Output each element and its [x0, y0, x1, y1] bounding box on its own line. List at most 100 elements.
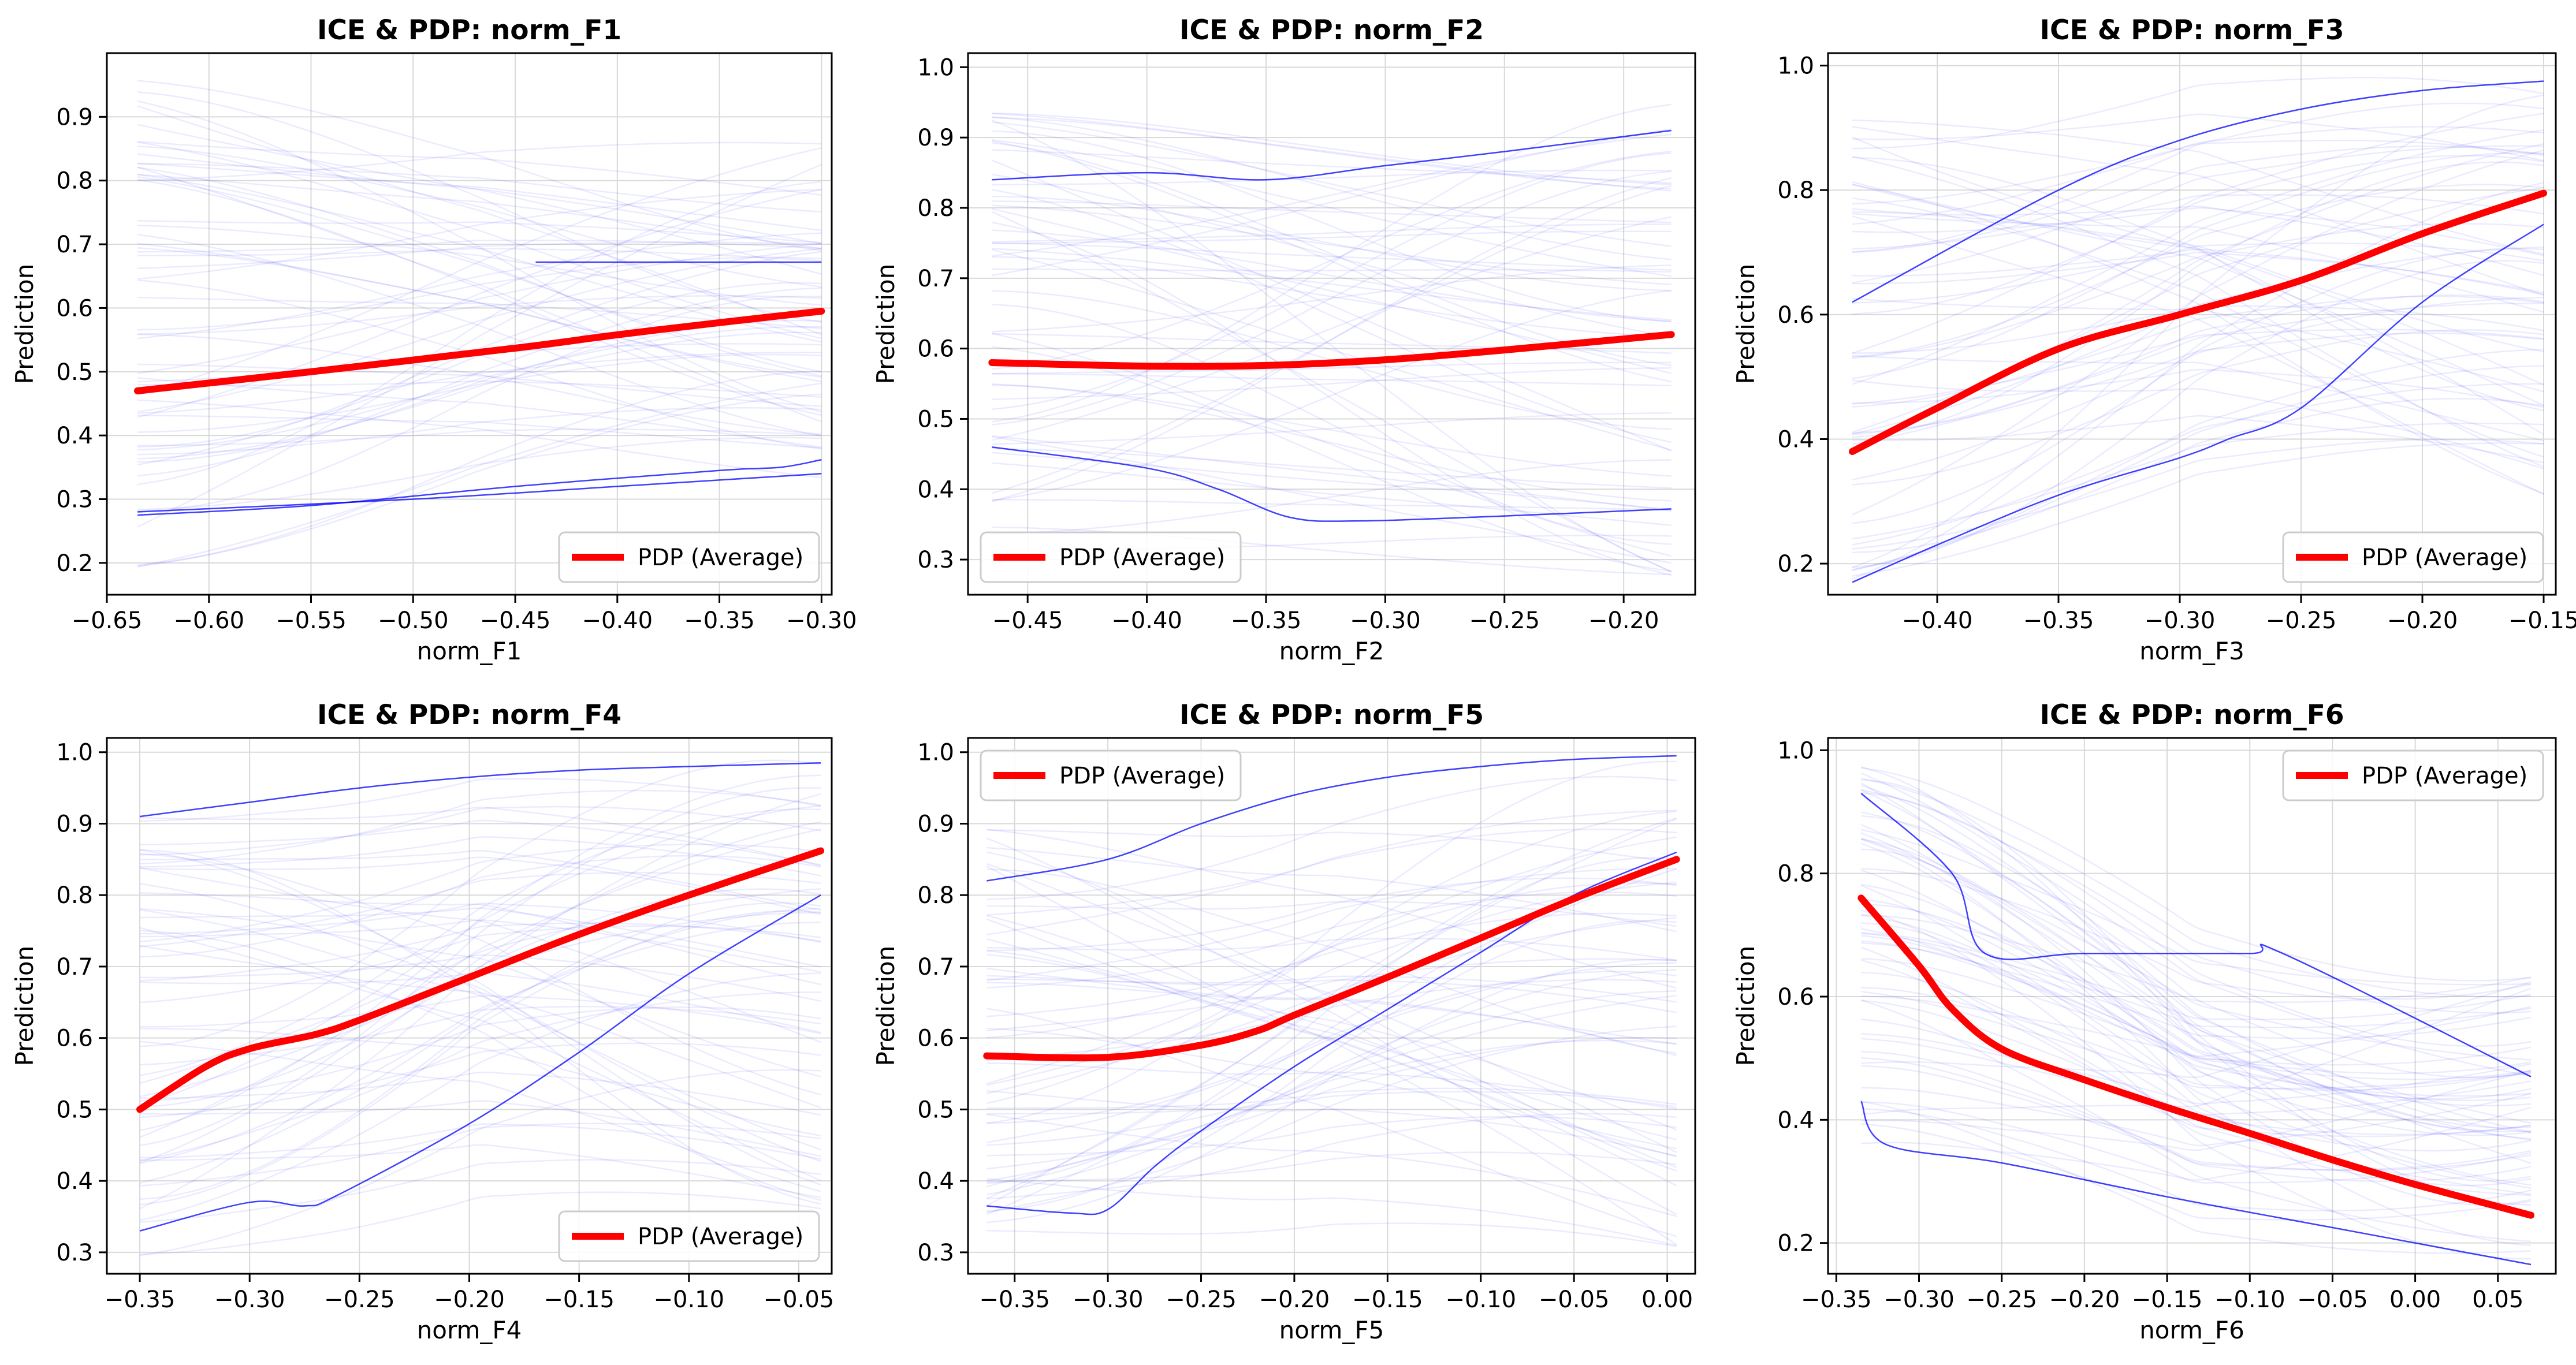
y-tick-label: 0.8	[1777, 861, 1814, 887]
x-tick-label: −0.55	[276, 607, 347, 634]
y-tick-label: 0.6	[56, 1025, 93, 1052]
ice-line	[137, 393, 822, 568]
ice-line	[992, 447, 1672, 489]
legend-label: PDP (Average)	[638, 1224, 803, 1250]
ice-line	[1860, 784, 2532, 1133]
ice-line	[1852, 329, 2544, 486]
grid	[968, 738, 1695, 1274]
ice-line	[139, 778, 821, 822]
ice-curves	[988, 103, 1675, 576]
ice-line	[1852, 223, 2544, 359]
ice-line	[137, 333, 822, 435]
x-tick-label: −0.20	[434, 1286, 505, 1313]
ice-line	[1852, 303, 2544, 445]
ice-line	[991, 211, 1672, 573]
ice-line	[139, 991, 821, 1162]
ice-line	[987, 950, 1677, 1158]
ice-line	[987, 975, 1677, 1013]
ice-line	[137, 248, 822, 413]
ice-line	[1861, 1050, 2532, 1182]
ice-line	[1852, 251, 2544, 293]
y-tick-label: 0.9	[917, 811, 954, 837]
ice-line	[139, 1123, 821, 1160]
y-tick-label: 0.9	[56, 104, 93, 130]
ice-line	[1861, 883, 2532, 1107]
y-tick-label: 0.8	[917, 195, 954, 222]
ice-line	[992, 498, 1672, 511]
ice-line	[992, 384, 1672, 502]
axes-frame	[106, 52, 833, 596]
ice-line	[986, 918, 1677, 1187]
y-tick-label: 0.3	[917, 547, 954, 573]
ice-line	[987, 912, 1677, 1017]
x-tick-label: −0.30	[1350, 607, 1421, 634]
ice-line	[139, 945, 821, 1109]
x-tick-label: −0.30	[2145, 607, 2216, 634]
ice-line	[992, 256, 1672, 338]
ice-line	[1861, 928, 2532, 1097]
ice-line	[137, 331, 822, 460]
x-tick-label: −0.15	[2508, 607, 2576, 634]
x-axis-label: norm_F2	[1279, 637, 1384, 665]
ice-line	[137, 256, 822, 331]
ice-line	[1852, 139, 2544, 205]
panel-5: −0.35 −0.30 −0.25 −0.20 −0.15 −0.10 −0.05 0.00 0…	[872, 699, 1696, 1344]
ice-line	[139, 1028, 821, 1137]
ice-line	[986, 865, 1677, 1245]
ice-line	[1852, 243, 2544, 304]
panel-title: ICE & PDP: norm_F3	[2039, 14, 2344, 46]
ice-line	[987, 901, 1677, 927]
ice-line	[137, 105, 822, 335]
ice-line	[1860, 838, 2532, 1247]
ice-line-highlight	[987, 755, 1677, 882]
ice-line	[987, 1222, 1677, 1247]
ice-line	[139, 787, 821, 1147]
ice-line	[987, 1116, 1677, 1157]
ice-line	[987, 829, 1677, 864]
ice-line	[1861, 940, 2532, 1075]
ice-line	[987, 969, 1677, 1196]
y-tick-label: 1.0	[917, 54, 954, 81]
ice-line	[139, 907, 821, 968]
ice-line	[1852, 145, 2544, 284]
ice-line	[992, 373, 1672, 387]
ice-line	[1852, 368, 2544, 408]
legend-label: PDP (Average)	[1059, 763, 1225, 789]
ice-line	[1861, 914, 2532, 1004]
ice-line	[992, 248, 1672, 321]
ice-line	[137, 153, 822, 245]
ice-line	[139, 1122, 821, 1187]
ice-line	[987, 958, 1677, 1032]
ice-line	[986, 817, 1677, 1199]
ice-line	[137, 173, 822, 343]
y-axis-label: Prediction	[1732, 946, 1760, 1066]
legend: PDP (Average)	[558, 531, 820, 583]
ice-line	[139, 849, 821, 1205]
ice-curves	[134, 80, 825, 568]
panel-3: −0.40 −0.35 −0.30 −0.25 −0.20 −0.15 0.2 0.4 0.6 0…	[1732, 14, 2576, 665]
ice-line	[1861, 767, 2532, 982]
ice-line	[1852, 211, 2544, 353]
x-tick-label: −0.35	[1231, 607, 1302, 634]
ice-line	[137, 251, 822, 466]
ice-line	[139, 902, 821, 943]
x-tick-label: −0.20	[2049, 1286, 2120, 1313]
ice-line	[139, 922, 821, 1165]
ice-line	[137, 173, 822, 249]
ice-line	[992, 346, 1672, 572]
ice-line	[1861, 1106, 2532, 1181]
ice-line	[1861, 932, 2532, 1020]
y-tick-label: 0.3	[917, 1240, 954, 1266]
x-tick-label: −0.35	[979, 1286, 1050, 1313]
panel-title: ICE & PDP: norm_F5	[1179, 699, 1484, 731]
ice-line	[137, 176, 822, 373]
ice-line	[1852, 155, 2544, 315]
ice-line	[1861, 1123, 2532, 1221]
ice-line	[137, 100, 822, 413]
ice-line	[1861, 1057, 2532, 1172]
ice-line	[992, 169, 1672, 186]
ice-line	[1861, 933, 2532, 1028]
ice-line	[992, 170, 1672, 426]
legend: PDP (Average)	[2282, 531, 2544, 583]
ice-line	[137, 219, 822, 244]
